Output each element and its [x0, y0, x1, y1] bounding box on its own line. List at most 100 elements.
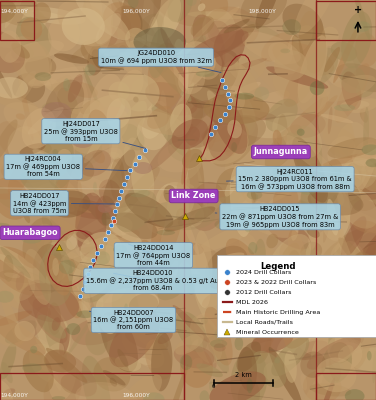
Ellipse shape [74, 256, 102, 284]
Ellipse shape [214, 327, 227, 341]
Ellipse shape [227, 120, 242, 138]
Ellipse shape [288, 12, 314, 36]
Ellipse shape [107, 98, 131, 129]
Ellipse shape [0, 247, 31, 278]
Ellipse shape [33, 227, 86, 276]
Ellipse shape [331, 42, 357, 61]
Ellipse shape [52, 120, 75, 137]
Ellipse shape [235, 346, 279, 363]
Ellipse shape [53, 253, 88, 271]
Ellipse shape [297, 286, 333, 320]
Ellipse shape [91, 187, 100, 196]
Ellipse shape [297, 128, 305, 136]
Ellipse shape [174, 345, 214, 368]
Ellipse shape [331, 194, 339, 225]
Ellipse shape [20, 283, 79, 322]
Ellipse shape [0, 178, 30, 220]
Ellipse shape [173, 305, 210, 343]
Ellipse shape [32, 10, 70, 21]
Ellipse shape [110, 378, 117, 387]
Ellipse shape [40, 253, 63, 272]
Ellipse shape [44, 316, 67, 370]
Ellipse shape [152, 103, 190, 157]
Ellipse shape [164, 206, 215, 232]
Ellipse shape [21, 7, 85, 25]
Ellipse shape [216, 168, 250, 207]
Ellipse shape [291, 225, 299, 241]
Ellipse shape [321, 114, 353, 123]
Ellipse shape [248, 242, 258, 254]
Ellipse shape [86, 266, 125, 317]
Ellipse shape [165, 364, 188, 400]
Ellipse shape [356, 78, 376, 98]
Ellipse shape [156, 275, 162, 284]
Ellipse shape [363, 107, 369, 156]
Ellipse shape [279, 243, 300, 277]
Ellipse shape [180, 348, 213, 388]
Ellipse shape [344, 241, 367, 269]
Ellipse shape [75, 0, 130, 40]
Ellipse shape [284, 302, 307, 337]
Ellipse shape [0, 223, 9, 228]
Ellipse shape [142, 101, 167, 139]
Ellipse shape [198, 3, 205, 11]
Ellipse shape [355, 240, 376, 289]
Ellipse shape [279, 96, 328, 144]
Ellipse shape [76, 230, 94, 240]
Ellipse shape [79, 371, 114, 386]
Ellipse shape [51, 153, 73, 213]
Ellipse shape [234, 178, 241, 187]
Ellipse shape [226, 86, 245, 110]
Ellipse shape [161, 0, 183, 39]
Ellipse shape [235, 119, 288, 138]
Ellipse shape [108, 41, 170, 60]
Ellipse shape [42, 216, 82, 271]
Ellipse shape [186, 198, 225, 225]
Ellipse shape [84, 132, 106, 163]
Ellipse shape [82, 229, 139, 260]
Ellipse shape [87, 44, 105, 76]
Ellipse shape [292, 35, 304, 67]
Ellipse shape [0, 260, 35, 302]
Ellipse shape [23, 218, 53, 264]
Ellipse shape [254, 87, 269, 101]
Ellipse shape [167, 0, 193, 22]
Ellipse shape [249, 57, 298, 106]
Ellipse shape [3, 255, 14, 282]
Ellipse shape [125, 193, 173, 228]
Ellipse shape [88, 110, 109, 142]
Text: HB24DD017
14m @ 423ppm
U3O8 from 75m: HB24DD017 14m @ 423ppm U3O8 from 75m [13, 193, 116, 214]
Ellipse shape [103, 370, 126, 386]
Ellipse shape [287, 132, 313, 160]
Ellipse shape [238, 72, 252, 98]
Ellipse shape [109, 82, 130, 102]
Ellipse shape [158, 140, 207, 172]
Bar [316, 1, 376, 40]
Ellipse shape [202, 124, 249, 164]
Ellipse shape [28, 107, 64, 134]
Ellipse shape [173, 39, 189, 96]
Ellipse shape [3, 388, 15, 396]
Ellipse shape [341, 158, 376, 189]
Ellipse shape [51, 365, 61, 391]
Ellipse shape [288, 230, 309, 290]
Ellipse shape [187, 153, 204, 218]
Ellipse shape [38, 76, 51, 87]
Ellipse shape [125, 329, 168, 350]
Ellipse shape [317, 320, 334, 336]
Ellipse shape [0, 0, 16, 24]
Ellipse shape [208, 100, 243, 161]
Ellipse shape [274, 50, 308, 81]
Text: 0: 0 [212, 384, 215, 390]
Ellipse shape [356, 230, 376, 265]
Ellipse shape [0, 30, 25, 73]
Ellipse shape [129, 294, 158, 317]
Ellipse shape [238, 380, 260, 400]
Ellipse shape [213, 24, 245, 67]
Ellipse shape [299, 374, 323, 400]
Ellipse shape [0, 343, 16, 379]
Ellipse shape [341, 216, 367, 258]
Ellipse shape [300, 374, 307, 390]
Ellipse shape [33, 244, 64, 294]
Text: HJ24RC011
15m 2 380ppm U3O8 from 61m &
16m @ 573ppm U3O8 from 88m: HJ24RC011 15m 2 380ppm U3O8 from 61m & 1… [226, 169, 352, 190]
